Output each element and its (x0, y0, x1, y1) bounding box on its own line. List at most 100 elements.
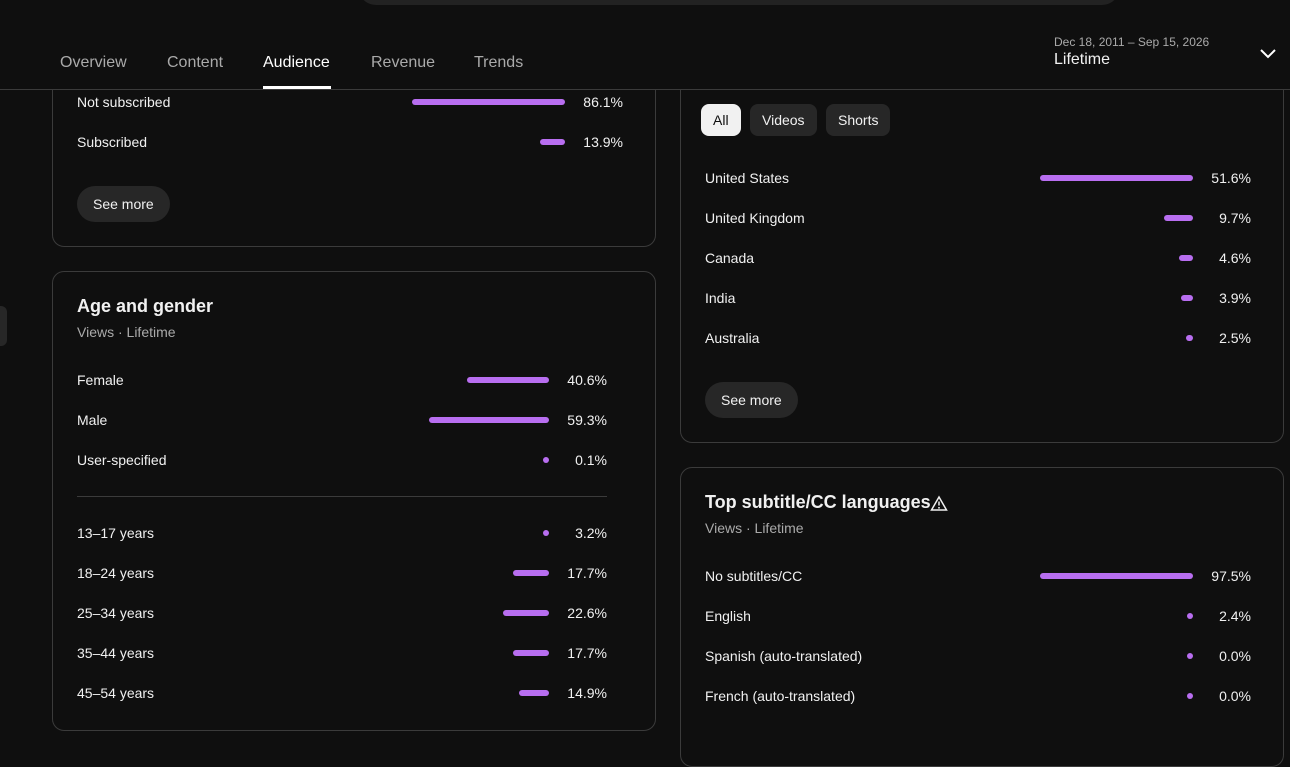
stat-row: 45–54 years 14.9% (77, 673, 607, 713)
stat-row: Canada 4.6% (705, 238, 1251, 278)
bar (542, 530, 549, 536)
bar (540, 139, 565, 145)
row-label: United States (705, 170, 790, 186)
bar (1185, 335, 1193, 341)
stat-row: Male 59.3% (77, 400, 607, 440)
row-value: 97.5% (1211, 568, 1251, 584)
bar (466, 377, 549, 383)
filter-chip[interactable]: Videos (750, 104, 817, 136)
row-label: Australia (705, 330, 760, 346)
row-value: 40.6% (567, 372, 607, 388)
search-box[interactable] (358, 0, 1120, 5)
stat-row: Female 40.6% (77, 360, 607, 400)
bar (1040, 573, 1193, 579)
bar (1164, 215, 1193, 221)
geography-card (680, 0, 1284, 443)
divider (77, 496, 607, 497)
row-value: 17.7% (567, 645, 607, 661)
stat-row: 25–34 years 22.6% (77, 593, 607, 633)
row-value: 2.4% (1219, 608, 1251, 624)
stat-row: No subtitles/CC 97.5% (705, 556, 1251, 596)
tab[interactable]: Trends (474, 54, 524, 71)
bar (412, 99, 565, 105)
row-label: English (705, 608, 751, 624)
stat-row: English 2.4% (705, 596, 1251, 636)
stat-row: Australia 2.5% (705, 318, 1251, 358)
row-label: United Kingdom (705, 210, 805, 226)
stat-row: Spanish (auto-translated) 0.0% (705, 636, 1251, 676)
row-value: 0.0% (1219, 648, 1251, 664)
row-value: 51.6% (1211, 170, 1251, 186)
tab[interactable]: Revenue (371, 54, 436, 71)
row-label: Subscribed (77, 134, 148, 150)
stat-row: India 3.9% (705, 278, 1251, 318)
see-more-button[interactable]: See more (77, 186, 170, 222)
row-label: 45–54 years (77, 685, 155, 701)
row-label: Not subscribed (77, 94, 171, 110)
row-label: User-specified (77, 452, 167, 468)
row-label: Female (77, 372, 124, 388)
row-label: 13–17 years (77, 525, 155, 541)
stat-row: 18–24 years 17.7% (77, 553, 607, 593)
bar (518, 690, 549, 696)
bar (503, 610, 549, 616)
row-label: 25–34 years (77, 605, 155, 621)
tab[interactable]: Overview (60, 54, 127, 71)
stat-row: 35–44 years 17.7% (77, 633, 607, 673)
warning-icon[interactable] (930, 495, 948, 512)
bar (1179, 255, 1193, 261)
row-label: No subtitles/CC (705, 568, 803, 584)
row-value: 22.6% (567, 605, 607, 621)
bar (429, 417, 549, 423)
row-label: French (auto-translated) (705, 688, 856, 704)
stat-row: United States 51.6% (705, 158, 1251, 198)
card-title: Top subtitle/CC languages (705, 492, 931, 512)
card-title: Age and gender (77, 296, 214, 316)
row-value: 3.2% (575, 525, 607, 541)
row-label: 35–44 years (77, 645, 155, 661)
stat-row: Subscribed 13.9% (77, 122, 623, 162)
stat-row: User-specified 0.1% (77, 440, 607, 480)
row-label: Canada (705, 250, 755, 266)
bar (543, 457, 549, 463)
subscription-card (52, 0, 656, 247)
row-label: India (705, 290, 736, 306)
bar (1187, 653, 1193, 659)
card-subtitle: Views · Lifetime (705, 520, 804, 536)
row-value: 59.3% (567, 412, 607, 428)
row-value: 0.1% (575, 452, 607, 468)
bar (1181, 295, 1193, 301)
row-value: 13.9% (583, 134, 623, 150)
date-range[interactable]: Dec 18, 2011 – Sep 15, 2026 (1054, 35, 1210, 49)
tab[interactable]: Content (167, 54, 224, 71)
side-handle[interactable] (0, 306, 7, 346)
filter-chip[interactable]: All (701, 104, 741, 136)
tab-underline (263, 86, 331, 89)
header: Overview Content Audience Revenue Trends… (0, 0, 1290, 90)
stat-row: Not subscribed 86.1% (77, 82, 623, 122)
bar (513, 570, 549, 576)
see-more-button[interactable]: See more (705, 382, 798, 418)
row-label: Male (77, 412, 108, 428)
date-label[interactable]: Lifetime (1054, 51, 1111, 68)
row-label: Spanish (auto-translated) (705, 648, 863, 664)
stat-row: French (auto-translated) 0.0% (705, 676, 1251, 716)
bar (1187, 693, 1193, 699)
bar (1040, 175, 1193, 181)
stat-row: United Kingdom 9.7% (705, 198, 1251, 238)
bar (1187, 613, 1193, 619)
row-value: 86.1% (583, 94, 623, 110)
tab[interactable]: Audience (263, 54, 330, 71)
row-value: 14.9% (567, 685, 607, 701)
dropdown-chevron[interactable] (1259, 47, 1277, 61)
bar (513, 650, 549, 656)
row-label: 18–24 years (77, 565, 155, 581)
filter-chip[interactable]: Shorts (826, 104, 891, 136)
row-value: 17.7% (567, 565, 607, 581)
card-subtitle: Views · Lifetime (77, 324, 176, 340)
row-value: 3.9% (1219, 290, 1251, 306)
row-value: 0.0% (1219, 688, 1251, 704)
row-value: 9.7% (1219, 210, 1251, 226)
row-value: 4.6% (1219, 250, 1251, 266)
